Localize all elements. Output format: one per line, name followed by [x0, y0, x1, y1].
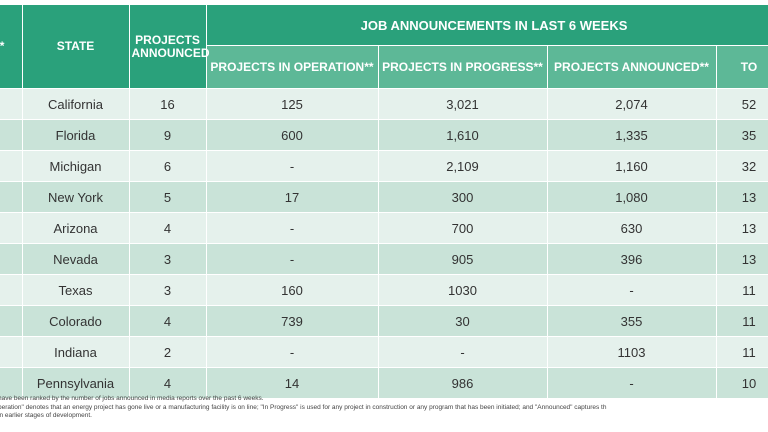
- state-header: STATE: [22, 5, 130, 89]
- state-cell: Florida: [22, 119, 130, 151]
- state-cell: New York: [22, 181, 130, 213]
- operation-cell: -: [206, 150, 379, 182]
- progress-cell: 986: [378, 367, 548, 399]
- announced-cell: -: [547, 367, 717, 399]
- state-cell: Arizona: [22, 212, 130, 244]
- total-cell: 13: [716, 243, 768, 275]
- progress-cell: 300: [378, 181, 548, 213]
- rank-header: K*: [0, 5, 23, 89]
- table-row: Indiana 2 - - 1103 11: [0, 336, 768, 368]
- projects-cell: 16: [129, 88, 207, 120]
- rank-cell: [0, 243, 23, 275]
- operation-cell: 17: [206, 181, 379, 213]
- total-cell: 52: [716, 88, 768, 120]
- announced-cell: -: [547, 274, 717, 306]
- state-cell: Nevada: [22, 243, 130, 275]
- progress-cell: 1,610: [378, 119, 548, 151]
- rank-cell: [0, 212, 23, 244]
- footnote-line: peration" denotes that an energy project…: [0, 403, 607, 411]
- projects-announced-header: PROJECTS ANNOUNCED: [129, 5, 210, 89]
- total-header: TO: [716, 45, 768, 89]
- projects-cell: 4: [129, 367, 207, 399]
- announced-cell: 2,074: [547, 88, 717, 120]
- footnote-line: in earlier stages of development.: [0, 412, 92, 419]
- total-cell: 13: [716, 181, 768, 213]
- table-row: Florida 9 600 1,610 1,335 35: [0, 119, 768, 151]
- total-cell: 11: [716, 305, 768, 337]
- operation-cell: 125: [206, 88, 379, 120]
- projects-cell: 9: [129, 119, 207, 151]
- operation-cell: 739: [206, 305, 379, 337]
- table-row: Michigan 6 - 2,109 1,160 32: [0, 150, 768, 182]
- total-cell: 10: [716, 367, 768, 399]
- total-cell: 11: [716, 274, 768, 306]
- progress-cell: -: [378, 336, 548, 368]
- state-cell: Colorado: [22, 305, 130, 337]
- operation-cell: -: [206, 212, 379, 244]
- announced-cell: 1,080: [547, 181, 717, 213]
- announced-header: PROJECTS ANNOUNCED**: [547, 45, 717, 89]
- operation-cell: 600: [206, 119, 379, 151]
- progress-cell: 905: [378, 243, 548, 275]
- table-row: California 16 125 3,021 2,074 52: [0, 88, 768, 120]
- rank-cell: [0, 274, 23, 306]
- announced-cell: 1,335: [547, 119, 717, 151]
- operation-header: PROJECTS IN OPERATION**: [206, 45, 379, 89]
- operation-cell: 14: [206, 367, 379, 399]
- progress-cell: 2,109: [378, 150, 548, 182]
- projects-cell: 3: [129, 243, 207, 275]
- progress-cell: 30: [378, 305, 548, 337]
- projects-cell: 3: [129, 274, 207, 306]
- progress-header: PROJECTS IN PROGRESS**: [378, 45, 548, 89]
- job-announcements-header: JOB ANNOUNCEMENTS IN LAST 6 WEEKS: [206, 5, 768, 46]
- rank-cell: [0, 367, 23, 399]
- total-cell: 32: [716, 150, 768, 182]
- table-row: Pennsylvania 4 14 986 - 10: [0, 367, 768, 399]
- rank-cell: [0, 181, 23, 213]
- announced-cell: 355: [547, 305, 717, 337]
- jobs-table: K* STATE PROJECTS ANNOUNCED JOB ANNOUNCE…: [0, 5, 768, 399]
- table-row: Nevada 3 - 905 396 13: [0, 243, 768, 275]
- state-cell: Texas: [22, 274, 130, 306]
- operation-cell: -: [206, 336, 379, 368]
- projects-cell: 6: [129, 150, 207, 182]
- table-row: Texas 3 160 1030 - 11: [0, 274, 768, 306]
- operation-cell: -: [206, 243, 379, 275]
- projects-cell: 5: [129, 181, 207, 213]
- state-cell: Michigan: [22, 150, 130, 182]
- footnote-line: have been ranked by the number of jobs a…: [0, 395, 264, 402]
- announced-cell: 630: [547, 212, 717, 244]
- projects-cell: 4: [129, 212, 207, 244]
- progress-cell: 3,021: [378, 88, 548, 120]
- rank-cell: [0, 119, 23, 151]
- projects-cell: 2: [129, 336, 207, 368]
- rank-cell: [0, 336, 23, 368]
- rank-cell: [0, 305, 23, 337]
- total-cell: 13: [716, 212, 768, 244]
- rank-cell: [0, 150, 23, 182]
- announced-cell: 1,160: [547, 150, 717, 182]
- footnotes: have been ranked by the number of jobs a…: [0, 395, 768, 421]
- rank-cell: [0, 88, 23, 120]
- progress-cell: 700: [378, 212, 548, 244]
- announced-cell: 396: [547, 243, 717, 275]
- total-cell: 11: [716, 336, 768, 368]
- announced-cell: 1103: [547, 336, 717, 368]
- table-row: Colorado 4 739 30 355 11: [0, 305, 768, 337]
- operation-cell: 160: [206, 274, 379, 306]
- progress-cell: 1030: [378, 274, 548, 306]
- projects-cell: 4: [129, 305, 207, 337]
- state-cell: Pennsylvania: [22, 367, 130, 399]
- state-cell: California: [22, 88, 130, 120]
- table-row: Arizona 4 - 700 630 13: [0, 212, 768, 244]
- total-cell: 35: [716, 119, 768, 151]
- state-cell: Indiana: [22, 336, 130, 368]
- table-row: New York 5 17 300 1,080 13: [0, 181, 768, 213]
